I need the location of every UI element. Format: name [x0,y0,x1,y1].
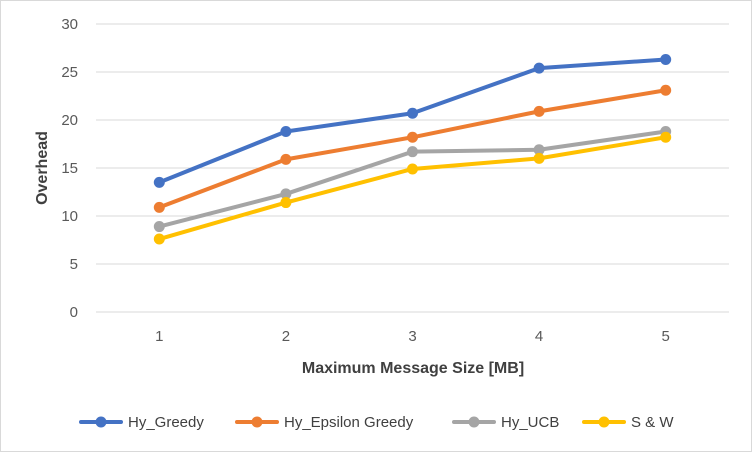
data-point [407,107,418,119]
data-point [280,126,292,138]
data-point [533,144,545,156]
x-axis-title: Maximum Message Size [MB] [302,360,524,377]
y-tick-label: 25 [61,64,78,81]
data-point [407,163,418,175]
y-tick-label: 30 [61,16,78,33]
x-axis-ticks: 1 2 3 4 5 [155,328,670,345]
x-tick-label: 4 [535,328,543,345]
data-point [280,197,292,209]
y-axis-ticks: 0 5 10 15 20 25 30 [61,16,78,321]
data-point [660,54,672,66]
x-tick-label: 1 [155,328,163,345]
data-point [280,153,292,165]
y-tick-label: 5 [70,256,78,273]
data-point [153,221,165,233]
y-tick-label: 20 [61,112,78,129]
series-lines [153,54,672,245]
data-point [533,152,545,164]
x-tick-label: 5 [662,328,670,345]
legend-item: Hy_Greedy [79,414,204,431]
data-point [407,131,418,143]
data-point [153,201,165,213]
data-point [533,105,545,117]
data-point [660,131,672,143]
legend-label: Hy_Greedy [128,414,204,431]
legend: Hy_Greedy Hy_Epsilon Greedy Hy_UCB S & W [79,414,674,431]
legend-label: S & W [631,414,674,431]
series-hy-epsilon-greedy [153,84,672,213]
data-point [407,146,418,158]
data-point [280,188,292,200]
series-hy-greedy [153,54,672,188]
x-tick-label: 3 [408,328,416,345]
legend-item: Hy_UCB [452,414,559,431]
legend-marker [95,416,107,428]
data-point [153,233,165,245]
data-point [533,62,545,74]
legend-marker [468,416,480,428]
legend-item: S & W [582,414,674,431]
y-tick-label: 10 [61,208,78,225]
series-s-w [153,131,672,245]
series-hy-ucb [153,126,672,233]
x-tick-label: 2 [282,328,290,345]
legend-label: Hy_Epsilon Greedy [284,414,414,431]
legend-item: Hy_Epsilon Greedy [235,414,414,431]
y-tick-label: 0 [70,304,78,321]
data-point [153,176,165,188]
y-axis-title: Overhead [34,131,51,205]
y-tick-label: 15 [61,160,78,177]
legend-marker [598,416,610,428]
data-point [660,84,672,96]
legend-marker [251,416,263,428]
legend-label: Hy_UCB [501,414,559,431]
